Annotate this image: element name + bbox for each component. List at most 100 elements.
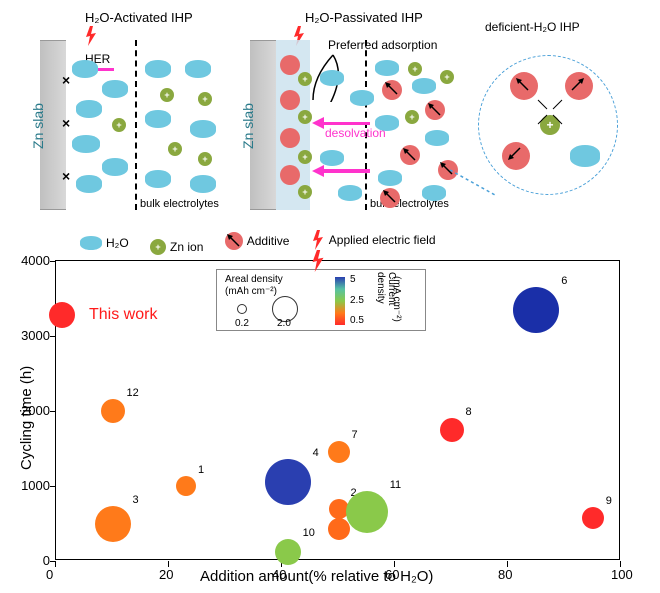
zn-ion: + (198, 152, 212, 166)
zn-ion: + (298, 185, 312, 199)
legend-zn: + Zn ion (150, 239, 203, 255)
bolt-icon (84, 26, 98, 46)
y-tick-label: 1000 (14, 478, 50, 493)
point-label: 8 (466, 406, 472, 418)
h2o-ellipse (102, 80, 128, 98)
arrow-icon (383, 190, 397, 204)
x-mark: × (62, 72, 70, 88)
cbar-2.5: 2.5 (350, 295, 364, 306)
zn-slab-label: Zn slab (240, 103, 256, 149)
dashed-line-left (135, 40, 137, 210)
connector-line (440, 160, 520, 215)
h2o-ellipse (320, 70, 344, 86)
zn-ion: + (168, 142, 182, 156)
h2o-ellipse (76, 175, 102, 193)
x-tick-label: 80 (498, 567, 512, 582)
point-label: 11 (390, 479, 401, 491)
cbar-0.5: 0.5 (350, 315, 364, 326)
point-label: 4 (313, 447, 319, 459)
zn-ion: + (160, 88, 174, 102)
h2o-ellipse (76, 100, 102, 118)
x-mark: × (62, 168, 70, 184)
desolv-arrow (320, 122, 370, 125)
h2o-ellipse (145, 170, 171, 188)
areal-unit: (mAh cm⁻²) (225, 286, 277, 297)
y-axis-label: Cycling time (h) (18, 366, 35, 470)
h2o-ellipse (320, 150, 344, 166)
point-label: 12 (127, 387, 139, 399)
colorbar (335, 277, 345, 325)
arrow-icon (570, 78, 584, 92)
x-tick-label: 100 (611, 567, 633, 582)
arrow-icon (403, 148, 417, 162)
this-work-label: This work (89, 306, 157, 324)
data-point-10 (275, 539, 301, 565)
point-label: 3 (133, 494, 139, 506)
x-tick-label: 20 (159, 567, 173, 582)
h2o-ellipse (145, 110, 171, 128)
h2o-ellipse (412, 78, 436, 94)
legend-additive: Additive (225, 232, 290, 250)
h2o-ellipse (338, 185, 362, 201)
zn-ion: + (198, 92, 212, 106)
small-circle-icon (237, 304, 247, 314)
data-point-1 (176, 476, 196, 496)
x-mark: × (62, 115, 70, 131)
h2o-ellipse (375, 60, 399, 76)
h2o-ellipse (145, 60, 171, 78)
h2o-icon (80, 236, 102, 250)
areal-label: Areal density (225, 274, 283, 285)
additive-icon (225, 232, 243, 250)
bolt-icon (310, 250, 326, 272)
zn-ion: + (112, 118, 126, 132)
legend-zn-label: Zn ion (170, 240, 203, 254)
cbar-5: 5 (350, 274, 356, 285)
zn-ion: + (405, 110, 419, 124)
h2o-ellipse (375, 115, 399, 131)
y-tick-label: 4000 (14, 253, 50, 268)
legend-field-label: Applied electric field (329, 233, 436, 247)
bolt-icon (311, 230, 325, 250)
additive (280, 90, 300, 110)
arrow-icon (428, 103, 442, 117)
data-point-8 (440, 418, 464, 442)
point-label: 9 (606, 495, 612, 507)
data-point-4 (265, 459, 311, 505)
data-point-6 (513, 287, 559, 333)
zn-slab-label: Zn slab (30, 103, 46, 149)
legend-h2o-label: H₂O (106, 236, 129, 250)
h2o-ellipse (185, 60, 211, 78)
right-panel-title: H₂O-Passivated IHP (305, 10, 423, 25)
arrow-icon (385, 82, 399, 96)
y-tick-label: 0 (14, 553, 50, 568)
data-point-11 (346, 491, 388, 533)
data-point-3 (95, 506, 131, 542)
legend-row: H₂O + Zn ion Additive Applied electric f… (80, 230, 600, 254)
areal-val-1: 2.0 (277, 318, 291, 329)
arrow-head (312, 117, 324, 129)
scatter-chart: 0204060801000100020003000400012345678910… (55, 260, 620, 560)
data-point-7 (328, 441, 350, 463)
pink-arrow (312, 165, 372, 177)
additive (280, 55, 300, 75)
data-point-5 (328, 518, 350, 540)
chart-legend-box: Areal density (mAh cm⁻²) 0.2 2.0 5 2.5 0… (216, 269, 426, 331)
zn-ion: + (298, 110, 312, 124)
point-label: 6 (561, 275, 567, 287)
dashed-line-right (365, 40, 367, 210)
h2o-ellipse (72, 135, 100, 153)
arrow-icon (516, 78, 530, 92)
point-label: 7 (352, 429, 358, 441)
h2o-ellipse (102, 158, 128, 176)
x-tick-label: 0 (46, 567, 53, 582)
data-point-9 (582, 507, 604, 529)
deficient-label: deficient-H₂O IHP (485, 20, 580, 34)
left-panel-title: H₂O-Activated IHP (85, 10, 193, 25)
data-point-tw (49, 302, 75, 328)
arrow-icon (508, 146, 522, 160)
y-tick-label: 3000 (14, 328, 50, 343)
h2o-ellipse (425, 130, 449, 146)
additive (280, 128, 300, 148)
zn-ion: + (298, 150, 312, 164)
zn-ion: + (440, 70, 454, 84)
